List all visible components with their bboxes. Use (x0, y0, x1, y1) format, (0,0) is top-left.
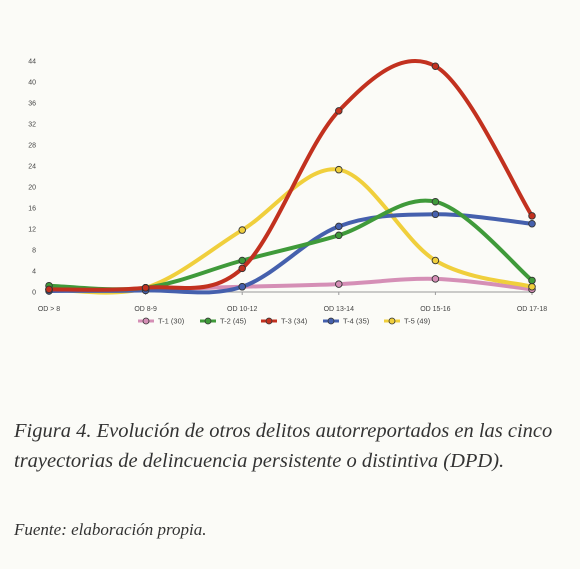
data-point (431, 197, 440, 206)
line-chart: 0 4 8 12 16 20 24 28 32 36 40 44 OD > 8 OD 8-9 OD 10-… (28, 59, 547, 326)
figure-caption: Figura 4. Evolución de otros delitos aut… (14, 420, 553, 472)
y-tick-label: 16 (28, 206, 36, 213)
legend-label: T-3 (34) (281, 317, 308, 326)
data-point (431, 275, 440, 283)
y-tick-label: 20 (28, 185, 36, 192)
data-point (528, 212, 536, 220)
x-tick-label: OD 10-12 (227, 306, 257, 313)
x-tick-label: OD 8-9 (134, 306, 157, 313)
data-point (45, 285, 53, 294)
x-axis: OD > 8 OD 8-9 OD 10-12 OD 13-14 OD 15-16 OD 1… (38, 291, 547, 313)
x-tick-label: OD 15-16 (420, 306, 450, 313)
legend-swatch-marker (204, 317, 212, 325)
data-point (335, 231, 343, 240)
y-tick-label: 0 (32, 290, 36, 297)
y-tick-label: 12 (28, 227, 36, 234)
y-tick-label: 32 (28, 122, 36, 129)
data-point (431, 210, 440, 219)
data-point (528, 283, 536, 291)
series-line (47, 198, 534, 292)
legend-label: T-1 (30) (158, 317, 185, 326)
y-tick-label: 44 (28, 59, 36, 66)
legend-label: T-2 (45) (220, 317, 247, 326)
data-point (431, 62, 440, 71)
legend: T-1 (30) T-2 (45) T-3 (34) T-4 (35) T-5 (49) (138, 317, 431, 326)
y-tick-label: 36 (28, 101, 36, 108)
legend-label: T-4 (35) (343, 317, 370, 326)
data-point (335, 107, 343, 115)
x-tick-label: OD 17-18 (517, 306, 547, 313)
data-point (238, 283, 246, 291)
y-tick-label: 28 (28, 143, 36, 150)
figure-source: Fuente: elaboración propia. (14, 520, 207, 539)
series-layer (45, 59, 536, 295)
data-point (238, 264, 246, 273)
legend-swatch-marker (142, 317, 150, 325)
y-tick-label: 4 (32, 269, 36, 276)
y-tick-label: 8 (32, 248, 36, 255)
data-point (238, 226, 246, 234)
y-tick-label: 24 (28, 164, 36, 171)
data-point (528, 219, 536, 228)
data-point (141, 284, 150, 292)
x-tick-label: OD > 8 (38, 306, 60, 313)
data-point (335, 280, 343, 288)
legend-label: T-5 (49) (404, 317, 431, 326)
legend-swatch-marker (388, 317, 396, 325)
data-point (238, 256, 246, 265)
y-tick-label: 40 (28, 80, 36, 87)
legend-swatch-marker (265, 317, 273, 325)
legend-swatch-marker (327, 317, 335, 325)
y-axis: 0 4 8 12 16 20 24 28 32 36 40 44 (28, 59, 36, 297)
data-point (528, 276, 536, 285)
data-point (335, 222, 343, 231)
data-point (335, 165, 343, 174)
x-tick-label: OD 13-14 (324, 306, 354, 313)
data-point (431, 256, 440, 265)
